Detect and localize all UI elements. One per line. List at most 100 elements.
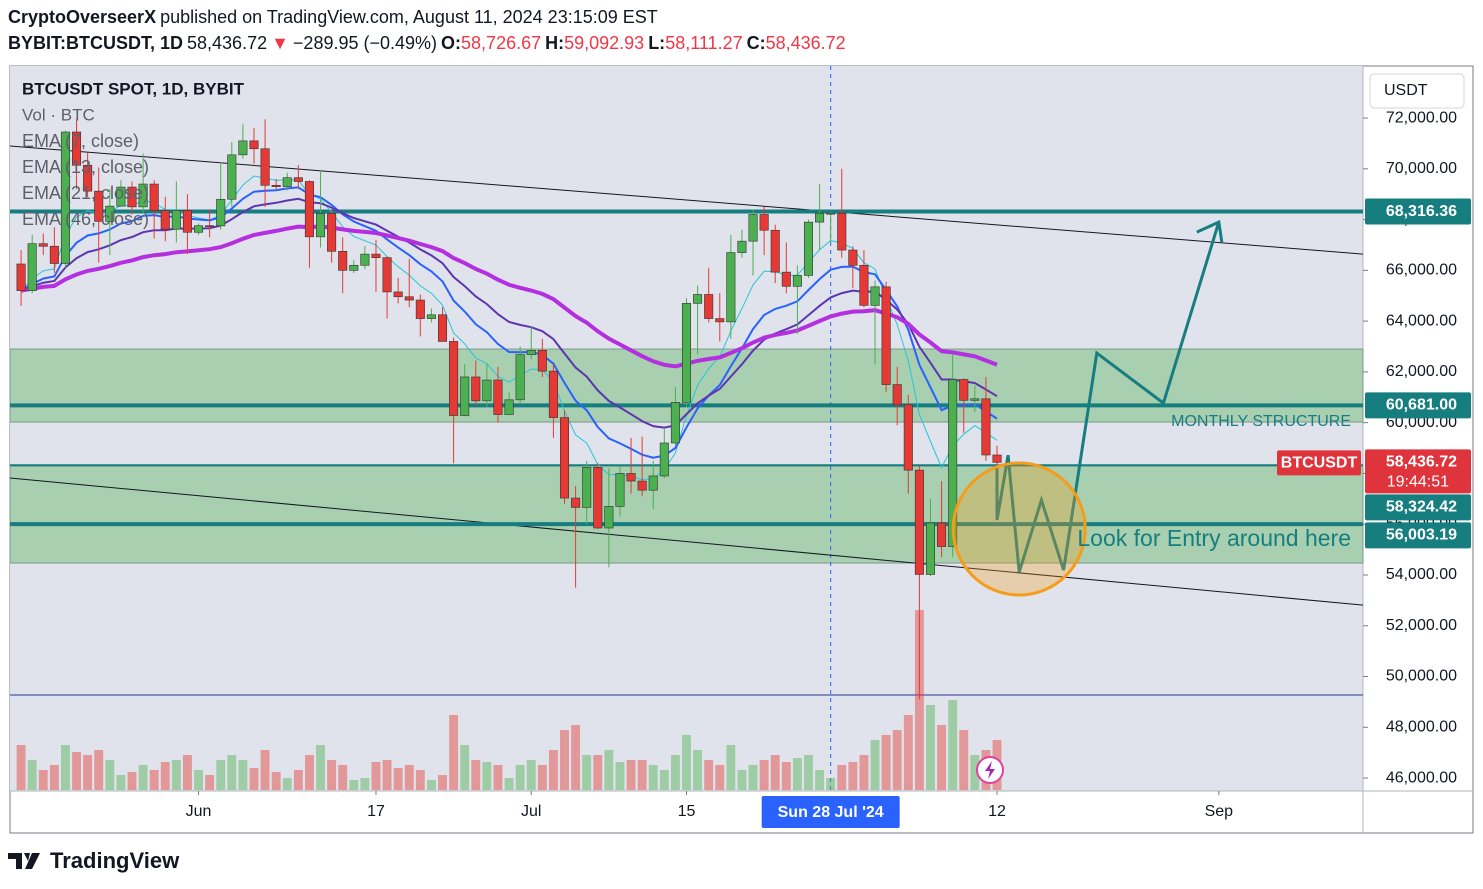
volume-bar bbox=[426, 780, 436, 790]
candle-body bbox=[981, 398, 991, 456]
ema-line bbox=[20, 224, 998, 369]
x-tick-label: 15 bbox=[678, 803, 696, 820]
volume-bar bbox=[493, 765, 503, 790]
candle-body bbox=[493, 379, 503, 415]
volume-bar bbox=[604, 750, 614, 790]
volume-bar bbox=[293, 770, 303, 790]
candle-body bbox=[537, 350, 547, 372]
x-tick-label: 12 bbox=[988, 803, 1006, 820]
line-price-label-box bbox=[1365, 198, 1471, 225]
candle-body bbox=[937, 522, 947, 547]
volume-bar bbox=[682, 735, 691, 790]
line-price-label: 58,324.42 bbox=[1386, 499, 1457, 516]
volume-bar bbox=[959, 730, 969, 790]
y-tick-label: 66,000.00 bbox=[1386, 262, 1457, 279]
volume-bar bbox=[382, 760, 392, 790]
candle-body bbox=[726, 252, 736, 323]
candle-body bbox=[548, 370, 558, 418]
publisher: CryptoOverseerX bbox=[8, 7, 157, 27]
candle-body bbox=[803, 221, 814, 276]
currency: USDT bbox=[1384, 82, 1428, 99]
symbol-info: BYBIT:BTCUSDT, 1D 58,436.72 ▼ −289.95 (−0.4… bbox=[8, 33, 846, 54]
candle-body bbox=[859, 264, 869, 306]
volume-bar bbox=[504, 778, 514, 790]
volume-bar bbox=[194, 770, 203, 790]
legend-entry: EMA (46, close) bbox=[22, 209, 149, 229]
badge-icon bbox=[985, 761, 995, 779]
candle-body bbox=[626, 473, 636, 482]
volume-bar bbox=[626, 760, 636, 790]
candle-body bbox=[759, 214, 769, 231]
candle-body bbox=[404, 296, 414, 301]
candle-body bbox=[216, 198, 226, 227]
candle-body bbox=[959, 379, 969, 401]
candle-body bbox=[138, 183, 148, 208]
volume-bar bbox=[61, 745, 70, 790]
volume-bar bbox=[815, 770, 825, 790]
volume-bar bbox=[881, 735, 891, 790]
low: 58,111.27 bbox=[665, 33, 743, 53]
candle-body bbox=[693, 294, 703, 304]
candle-body bbox=[460, 376, 470, 416]
candle-body bbox=[837, 212, 847, 251]
volume-bar bbox=[670, 755, 680, 790]
volume-bar bbox=[914, 610, 924, 790]
projection-path bbox=[995, 221, 1221, 573]
volume-bar bbox=[970, 755, 980, 790]
candle-body bbox=[249, 140, 259, 150]
candle-body bbox=[970, 398, 980, 401]
volume-bar bbox=[926, 705, 935, 790]
x-tick-label: Jul bbox=[521, 803, 541, 820]
candle-body bbox=[94, 190, 104, 222]
candle-body bbox=[260, 148, 270, 186]
candle-body bbox=[171, 210, 181, 230]
candle-body bbox=[504, 399, 514, 415]
symbol: BYBIT:BTCUSDT, 1D bbox=[8, 33, 184, 53]
volume-bar bbox=[659, 770, 669, 790]
candle-body bbox=[316, 213, 326, 238]
volume-bar bbox=[892, 730, 902, 790]
candle-body bbox=[194, 225, 204, 233]
candle-body bbox=[870, 286, 880, 306]
legend-entry: EMA (13, close) bbox=[22, 157, 149, 177]
volume-bar bbox=[83, 755, 93, 790]
volume-bar bbox=[38, 770, 48, 790]
last-price: 58,436.72 bbox=[187, 33, 268, 53]
volume-bar bbox=[449, 715, 459, 790]
chart: MONTHLY STRUCTURE Look for Entry around h… bbox=[9, 65, 1474, 834]
candle-body bbox=[792, 275, 802, 287]
volume-bar bbox=[471, 760, 481, 790]
volume-bar bbox=[704, 760, 714, 790]
candle-body bbox=[449, 341, 459, 416]
volume-bar bbox=[593, 755, 603, 790]
volume-bar bbox=[183, 755, 192, 790]
symbol-tag: BTCUSDT bbox=[1281, 455, 1358, 472]
candle-body bbox=[781, 271, 791, 287]
legend-entry: EMA (7, close) bbox=[22, 131, 139, 151]
candle-body bbox=[49, 245, 59, 264]
candle-body bbox=[515, 354, 525, 401]
candle-body bbox=[948, 379, 958, 547]
candle-body bbox=[371, 253, 381, 258]
symbol-tag-box bbox=[1277, 450, 1361, 476]
candle-body bbox=[160, 210, 170, 230]
y-tick-label: 70,000.00 bbox=[1386, 160, 1457, 177]
volume-bar bbox=[693, 750, 703, 790]
last-price-label: 58,436.72 bbox=[1386, 454, 1457, 471]
volume-bar bbox=[615, 762, 625, 790]
candle-body bbox=[593, 467, 603, 529]
candle-body bbox=[848, 249, 858, 266]
volume-bar bbox=[571, 725, 581, 790]
volume-bar bbox=[759, 760, 769, 790]
y-tick-label: 48,000.00 bbox=[1386, 719, 1457, 736]
publish-info: CryptoOverseerX published on TradingView.… bbox=[8, 7, 658, 28]
volume-bar bbox=[460, 745, 470, 790]
volume-bar bbox=[116, 775, 126, 790]
volume-bar bbox=[526, 760, 536, 790]
volume-bar bbox=[282, 778, 292, 790]
currency-box bbox=[1369, 73, 1465, 109]
zone bbox=[9, 465, 1364, 564]
x-tick-label: 17 bbox=[367, 803, 385, 820]
volume-bar bbox=[205, 775, 215, 790]
